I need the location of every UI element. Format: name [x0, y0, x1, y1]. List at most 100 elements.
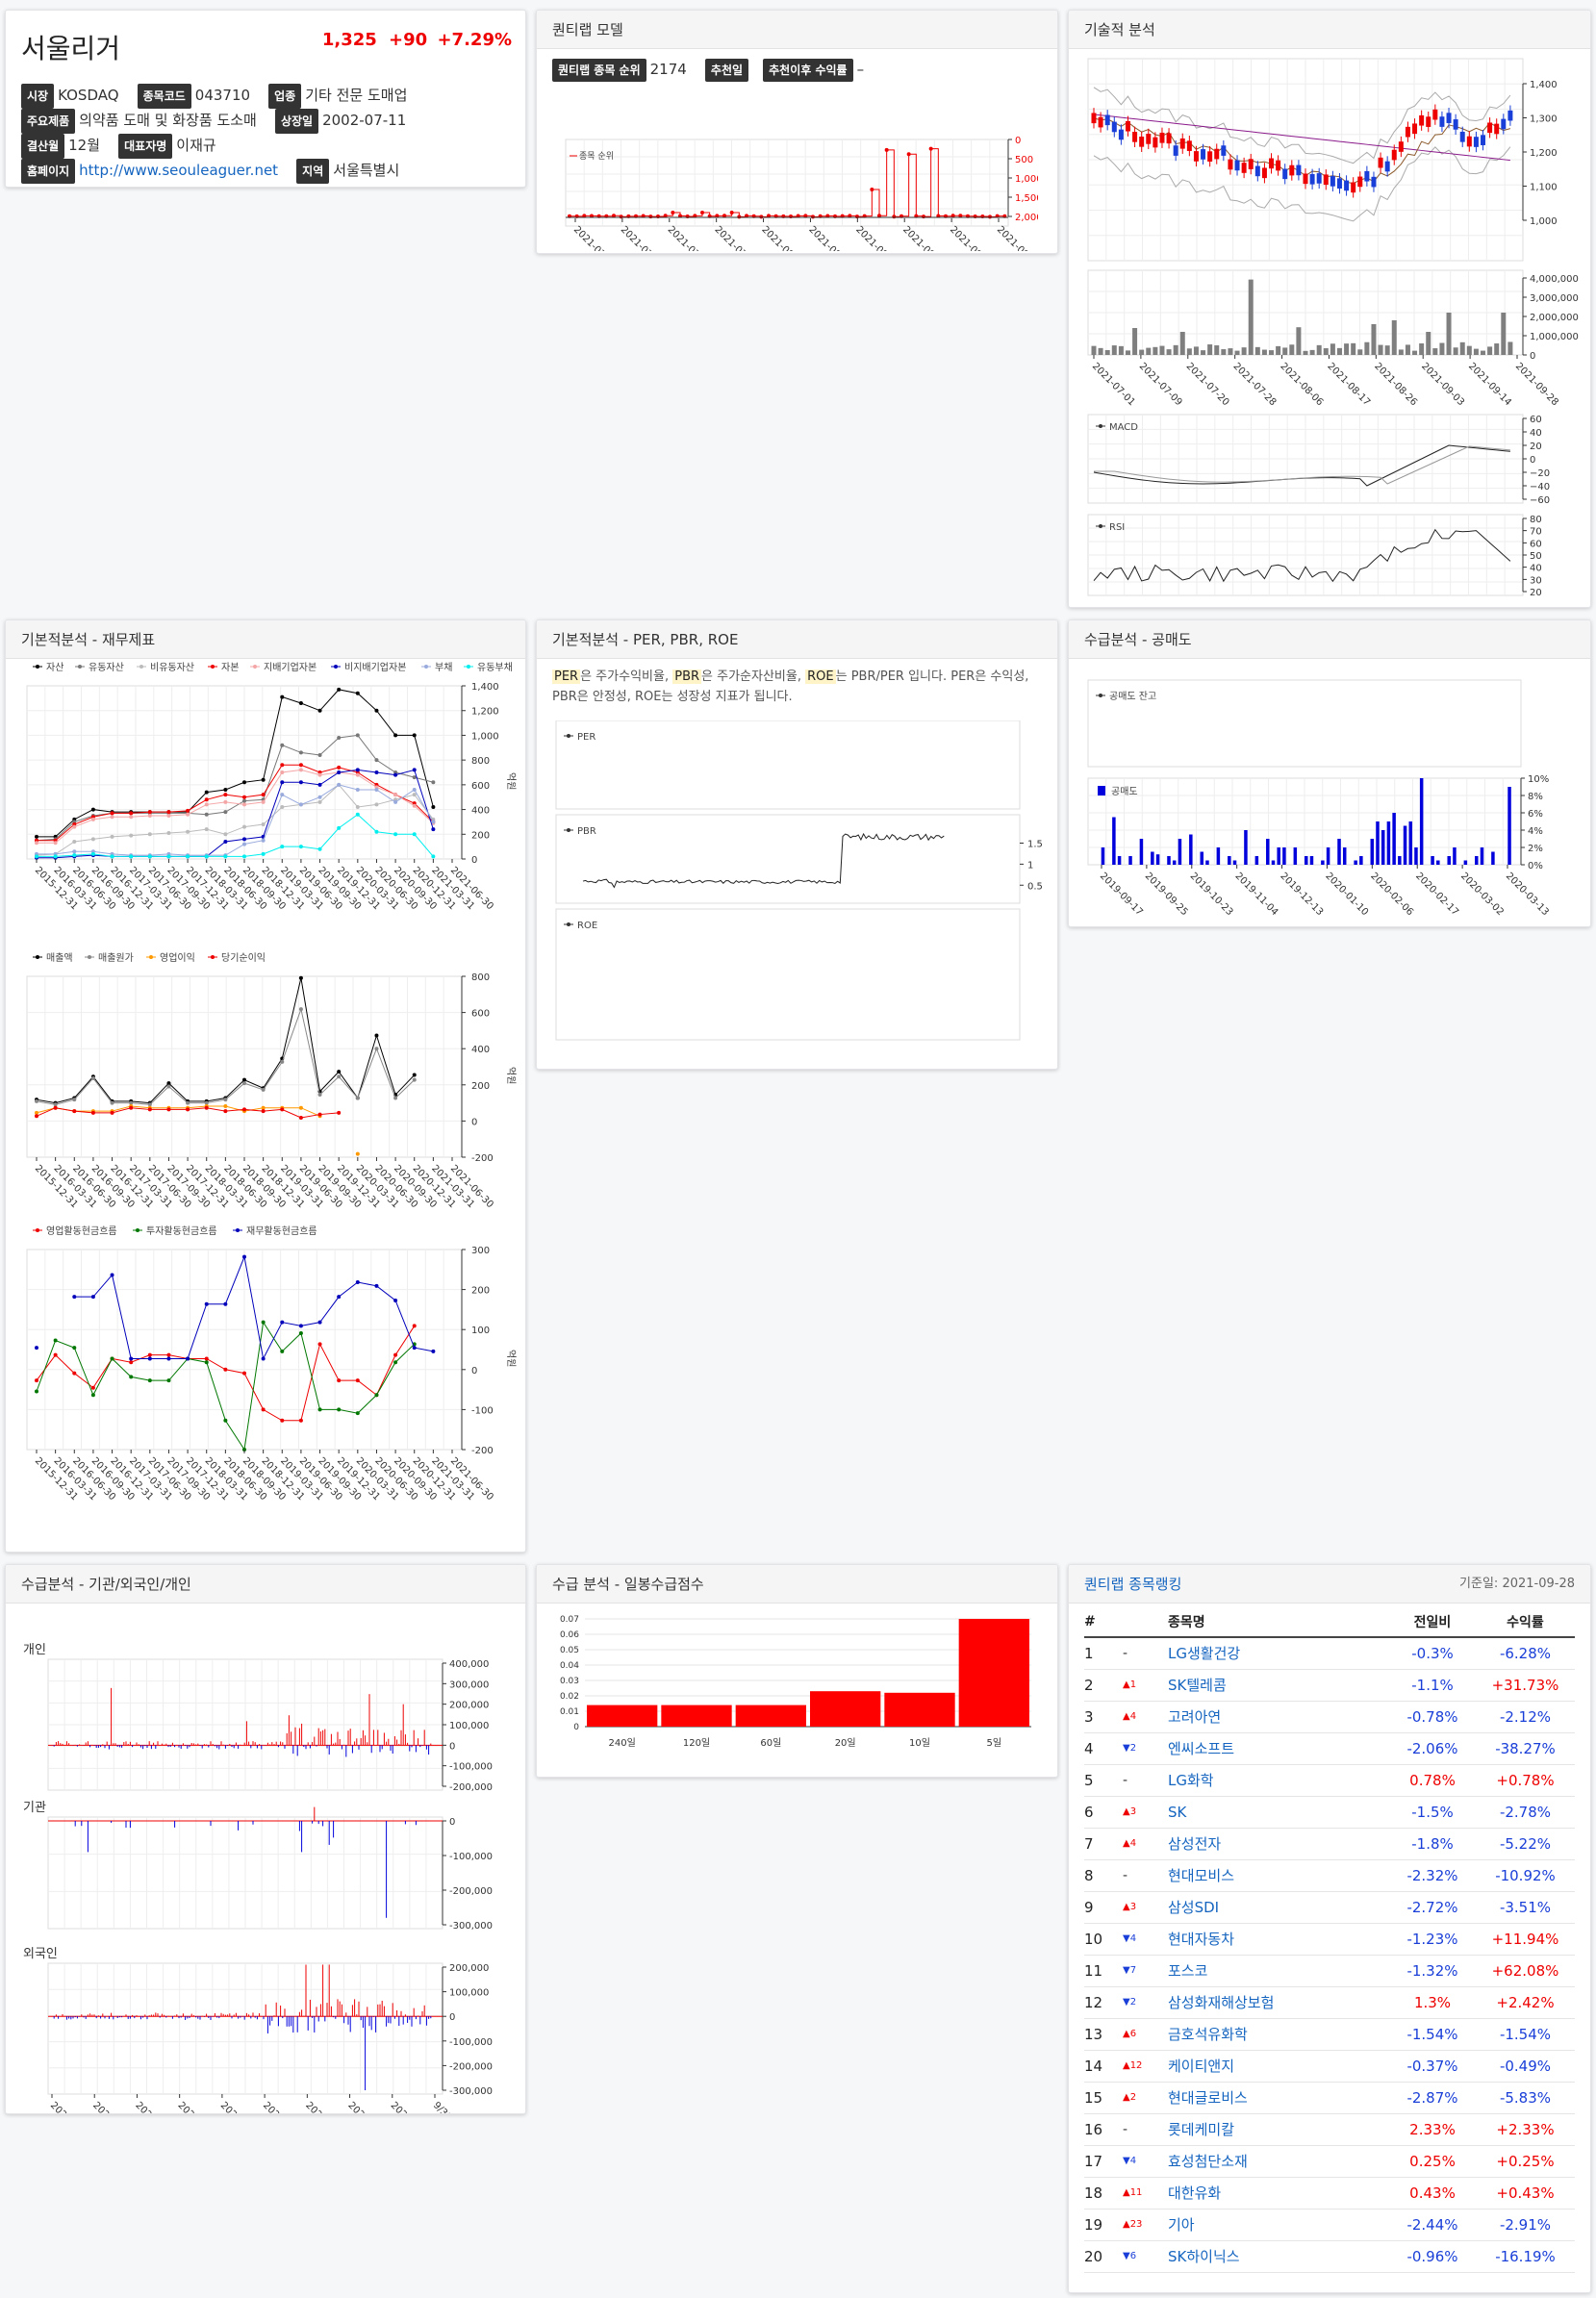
short-vol-bar [1419, 778, 1424, 865]
quant-rank-point [612, 214, 616, 218]
stock-name-link[interactable]: 대한유화 [1168, 2177, 1389, 2210]
ranking-row[interactable]: 7 ▲4 삼성전자 -1.8% -5.22% [1084, 1828, 1575, 1860]
pbr-legend-label: PBR [577, 826, 596, 837]
tech-macd-tick-label: 60 [1530, 415, 1542, 425]
stock-name-link[interactable]: LG화학 [1168, 1764, 1389, 1797]
fin-pl-legend-label: 매출액 [46, 952, 73, 964]
stock-name-link[interactable]: 효성첨단소재 [1168, 2145, 1389, 2178]
ranking-row[interactable]: 16- 롯데케미칼 2.33% +2.33% [1084, 2113, 1575, 2146]
ranking-row[interactable]: 3 ▲4 고려아연 -0.78% -2.12% [1084, 1701, 1575, 1733]
ranking-row[interactable]: 17 ▼4 효성첨단소재 0.25% +0.25% [1084, 2145, 1575, 2178]
ranking-title[interactable]: 퀀티랩 종목랭킹 [1084, 1576, 1182, 1593]
stock-name-link[interactable]: 현대자동차 [1168, 1923, 1389, 1956]
price-block: 1,325 +90 +7.29% [322, 30, 512, 50]
ranking-row[interactable]: 9 ▲3 삼성SDI -2.72% -3.51% [1084, 1891, 1575, 1924]
stock-name-link[interactable]: 삼성SDI [1168, 1891, 1389, 1924]
fin-cf-series-point [204, 1356, 209, 1361]
stock-name-link[interactable]: 포스코 [1168, 1955, 1389, 1987]
short-vol-bar [1244, 830, 1248, 865]
products-label: 주요제품 [21, 109, 76, 134]
ranking-row[interactable]: 13 ▲6 금호석유화학 -1.54% -1.54% [1084, 2018, 1575, 2051]
stock-name-link[interactable]: LG생활건강 [1168, 1637, 1389, 1670]
stock-name-link[interactable]: SK하이닉스 [1168, 2240, 1389, 2273]
stock-name-link[interactable]: 금호석유화학 [1168, 2018, 1389, 2051]
rank-number: 8 [1084, 1859, 1123, 1892]
daily-change: -1.32% [1389, 1955, 1476, 1987]
ranking-row[interactable]: 20 ▼6 SK하이닉스 -0.96% -16.19% [1084, 2240, 1575, 2273]
short-vol-tick-label: 4% [1528, 826, 1543, 837]
fin-pl-series-point [166, 1081, 171, 1086]
stock-name-link[interactable]: 현대글로비스 [1168, 2082, 1389, 2114]
rec-return-value: – [856, 61, 865, 78]
rank-number: 9 [1084, 1891, 1123, 1924]
flows-foreign-tick-label: 200,000 [449, 1963, 489, 1974]
short-vol-tick-label: 10% [1528, 774, 1549, 785]
fin-pl-series-point [147, 1102, 152, 1107]
quant-rank-point [906, 152, 911, 157]
flows-xtick-label: 2021-02-04 [176, 2100, 223, 2113]
fin-cf-series-point [72, 1295, 77, 1300]
fin-pl-series-point [261, 1109, 266, 1114]
col-change: 전일비 [1389, 1607, 1476, 1638]
stock-name-link[interactable]: SK텔레콤 [1168, 1669, 1389, 1702]
roe-legend-label: ROE [577, 921, 597, 931]
stock-name-link[interactable]: 삼성전자 [1168, 1828, 1389, 1860]
tech-xtick-label: 2021-07-28 [1231, 361, 1279, 408]
stock-name-link[interactable]: 고려아연 [1168, 1701, 1389, 1733]
stock-name-link[interactable]: 현대모비스 [1168, 1859, 1389, 1892]
return-value: -16.19% [1476, 2240, 1575, 2273]
pbr-tick-label: 0.5 [1027, 881, 1043, 892]
ranking-row[interactable]: 6 ▲3 SK -1.5% -2.78% [1084, 1796, 1575, 1829]
fin-bs-series-point [280, 805, 285, 809]
ranking-row[interactable]: 19 ▲23 기아 -2.44% -2.91% [1084, 2209, 1575, 2241]
fin-bs-series-point [337, 765, 342, 770]
fin-bs-series-point [242, 824, 246, 829]
tech-volume-bar [1296, 327, 1302, 355]
return-value: +31.73% [1476, 1669, 1575, 1702]
tech-price-tick-label: 1,000 [1530, 216, 1558, 227]
stock-name-link[interactable]: 기아 [1168, 2209, 1389, 2241]
ranking-row[interactable]: 2 ▲1 SK텔레콤 -1.1% +31.73% [1084, 1669, 1575, 1702]
ranking-row[interactable]: 5- LG화학 0.78% +0.78% [1084, 1764, 1575, 1797]
ranking-row[interactable]: 10 ▼4 현대자동차 -1.23% +11.94% [1084, 1923, 1575, 1956]
flows-xtick-label: 2021-04-23 [261, 2100, 308, 2113]
ranking-row[interactable]: 8- 현대모비스 -2.32% -10.92% [1084, 1859, 1575, 1892]
stock-name-link[interactable]: 엔씨소프트 [1168, 1732, 1389, 1765]
fin-cf-series-point [337, 1295, 342, 1300]
short-vol-bar [1178, 839, 1182, 865]
ranking-row[interactable]: 4 ▼2 엔씨소프트 -2.06% -38.27% [1084, 1732, 1575, 1765]
stock-name-link[interactable]: 케이티앤지 [1168, 2050, 1389, 2083]
ranking-row[interactable]: 14 ▲12 케이티앤지 -0.37% -0.49% [1084, 2050, 1575, 2083]
flows-foreign-tick-label: 100,000 [449, 1988, 489, 1999]
ranking-row[interactable]: 18 ▲11 대한유화 0.43% +0.43% [1084, 2177, 1575, 2210]
quant-rank-point [590, 214, 594, 218]
tech-volume-bar [1501, 313, 1507, 355]
ranking-row[interactable]: 11 ▼7 포스코 -1.32% +62.08% [1084, 1955, 1575, 1987]
fin-pl-series-point [242, 1077, 246, 1082]
fin-pl-tick-label: -200 [471, 1153, 494, 1164]
company-card: 서울리거 1,325 +90 +7.29% 시장 KOSDAQ 종목코드 04371… [5, 10, 526, 188]
ranking-row[interactable]: 15 ▲2 현대글로비스 -2.87% -5.83% [1084, 2082, 1575, 2114]
return-value: +62.08% [1476, 1955, 1575, 1987]
score-tick-label: 0.06 [560, 1630, 579, 1640]
quant-xtick-label: 2021-08-06 [759, 224, 806, 251]
stock-name-link[interactable]: 롯데케미칼 [1168, 2113, 1389, 2146]
ranking-row[interactable]: 12 ▼2 삼성화재해상보험 1.3% +2.42% [1084, 1986, 1575, 2019]
tech-candle-body [1303, 173, 1308, 185]
ranking-header-row: # 종목명 전일비 수익률 [1084, 1607, 1575, 1638]
fin-bs-series-point [204, 802, 209, 807]
tech-volume-bar [1248, 279, 1254, 355]
ranking-row[interactable]: 1- LG생활건강 -0.3% -6.28% [1084, 1637, 1575, 1670]
tech-volume-bar [1439, 342, 1445, 355]
fin-bs-series-point [53, 854, 58, 859]
fin-bs-series-point [110, 811, 114, 816]
flows-individual-tick-label: -200,000 [449, 1782, 493, 1793]
homepage-link[interactable]: http://www.seouleaguer.net [79, 162, 279, 179]
tech-candle-body [1459, 131, 1465, 142]
quant-rank-point [922, 215, 925, 219]
stock-name-link[interactable]: SK [1168, 1796, 1389, 1829]
stock-name-link[interactable]: 삼성화재해상보험 [1168, 1986, 1389, 2019]
fin-cf-tick-label: 100 [471, 1326, 490, 1336]
fin-bs-series-point [147, 832, 152, 837]
